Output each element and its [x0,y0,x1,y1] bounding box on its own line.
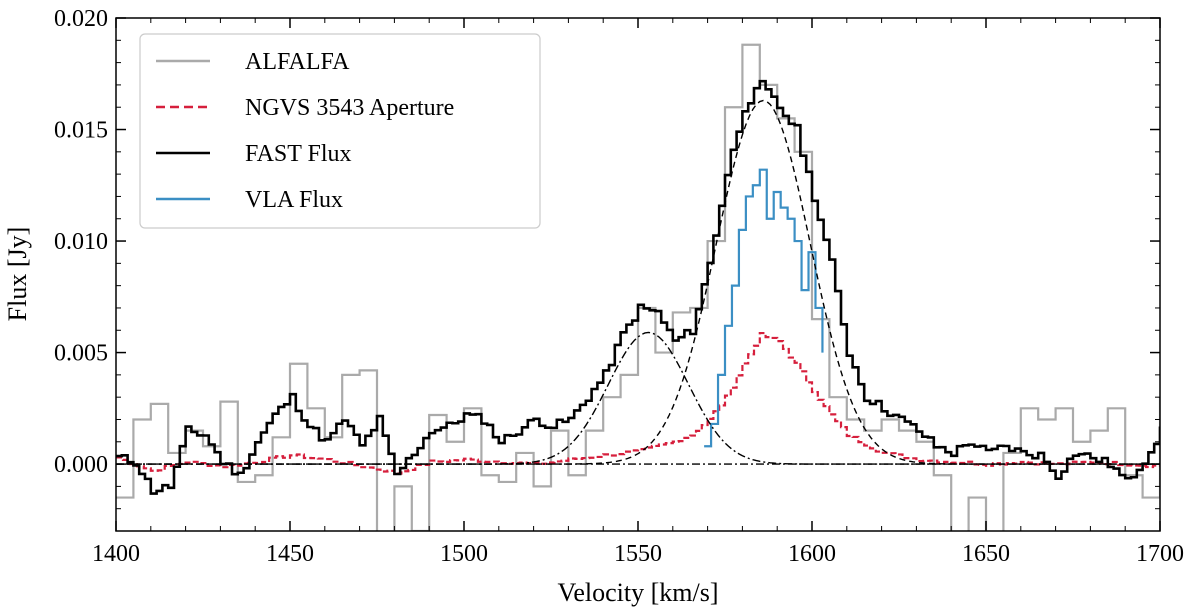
y-tick-label-0.010: 0.010 [54,229,108,255]
x-tick-label-1700: 1700 [1136,541,1184,567]
legend-label-fast-flux: FAST Flux [245,141,352,167]
series-gaussian-fit-main [116,99,1160,465]
legend-box [139,33,541,229]
axes-layer: 1400 1450 1500 1550 1600 1650 1700 0.000 0.005 0.… [54,6,1184,567]
x-tick-label-1450: 1450 [266,541,314,567]
y-tick-label-0.020: 0.020 [54,6,108,32]
legend: ALFALFA NGVS 3543 Aperture FAST Flux VLA… [139,33,541,229]
y-axis-title: Flux [Jy] [3,227,32,322]
y-tick-label-0.015: 0.015 [54,118,108,144]
legend-label-vla-flux: VLA Flux [245,187,343,213]
legend-label-alfalfa: ALFALFA [245,49,350,75]
x-tick-label-1550: 1550 [614,541,662,567]
y-tick-label-0.005: 0.005 [54,341,108,367]
series-layer [116,43,1160,531]
series-vla-flux [704,168,824,448]
x-tick-label-1500: 1500 [440,541,488,567]
y-tick-label-0.000: 0.000 [54,452,108,478]
x-tick-label-1400: 1400 [92,541,140,567]
series-fast-flux [116,79,1160,495]
legend-label-ngvs-aperture: NGVS 3543 Aperture [245,95,454,121]
x-tick-label-1600: 1600 [788,541,836,567]
x-axis-title: Velocity [km/s] [557,578,718,607]
x-tick-label-1650: 1650 [962,541,1010,567]
